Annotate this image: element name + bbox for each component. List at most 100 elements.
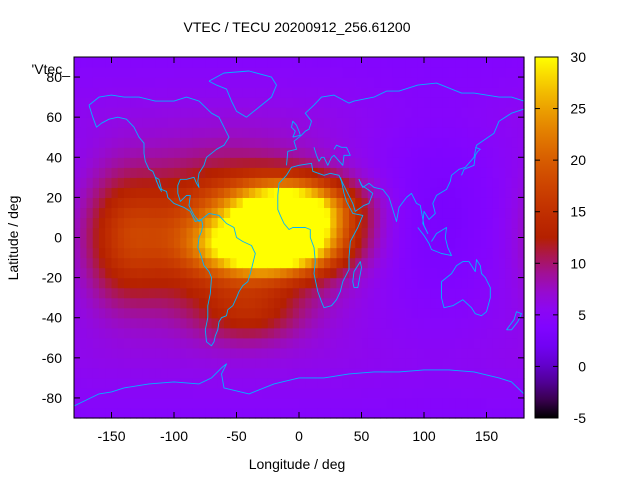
heatmap-cell (317, 367, 325, 379)
heatmap-cell (392, 167, 400, 178)
heatmap-cell (305, 77, 313, 88)
heatmap-cell (386, 97, 394, 108)
heatmap-cell (505, 387, 513, 399)
heatmap-cell (330, 157, 338, 168)
heatmap-cell (399, 77, 406, 88)
heatmap-cell (436, 307, 444, 319)
heatmap-cell (117, 127, 125, 138)
heatmap-cell (224, 107, 231, 118)
heatmap-cell (117, 77, 125, 88)
heatmap-cell (511, 227, 519, 239)
heatmap-cell (174, 117, 181, 128)
heatmap-cell (305, 357, 313, 369)
heatmap-cell (255, 237, 263, 249)
heatmap-cell (261, 107, 269, 118)
heatmap-cell (442, 107, 450, 118)
heatmap-cell (505, 307, 513, 319)
heatmap-cell (311, 107, 319, 118)
heatmap-cell (142, 187, 150, 198)
heatmap-cell (230, 287, 238, 299)
heatmap-cell (236, 97, 244, 108)
heatmap-cell (117, 347, 125, 359)
heatmap-cell (511, 67, 519, 78)
heatmap-cell (180, 307, 188, 319)
heatmap-cell (442, 367, 450, 379)
heatmap-cell (124, 217, 131, 229)
heatmap-cell (111, 97, 119, 108)
heatmap-cell (149, 317, 156, 329)
heatmap-cell (342, 297, 350, 309)
heatmap-cell (492, 287, 500, 299)
heatmap-cell (261, 337, 269, 349)
heatmap-cell (274, 407, 281, 419)
heatmap-cell (142, 387, 150, 399)
heatmap-cell (199, 127, 206, 138)
heatmap-cell (217, 257, 225, 269)
heatmap-cell (186, 267, 194, 279)
heatmap-cell (192, 207, 200, 219)
heatmap-cell (205, 127, 213, 138)
heatmap-cell (117, 207, 125, 219)
heatmap-cell (217, 87, 225, 98)
heatmap-cell (186, 77, 194, 88)
heatmap-cell (411, 207, 419, 219)
heatmap-cell (417, 137, 425, 148)
heatmap-cell (505, 57, 513, 68)
heatmap-cell (99, 87, 106, 98)
heatmap-cell (399, 377, 406, 389)
heatmap-cell (199, 137, 206, 148)
heatmap-cell (267, 407, 275, 419)
heatmap-cell (142, 227, 150, 239)
heatmap-cell (486, 177, 494, 188)
heatmap-cell (161, 217, 169, 229)
heatmap-cell (92, 397, 100, 409)
heatmap-cell (417, 397, 425, 409)
heatmap-cell (361, 337, 369, 349)
heatmap-cell (374, 127, 381, 138)
heatmap-cell (211, 217, 219, 229)
heatmap-cell (230, 407, 238, 419)
heatmap-cell (274, 347, 281, 359)
heatmap-cell (130, 177, 138, 188)
heatmap-cell (242, 57, 250, 68)
heatmap-cell (330, 77, 338, 88)
heatmap-cell (161, 87, 169, 98)
heatmap-cell (80, 97, 88, 108)
heatmap-cell (230, 317, 238, 329)
heatmap-cell (280, 337, 288, 349)
heatmap-cell (474, 87, 481, 98)
africa-coast (277, 162, 364, 309)
heatmap-cell (399, 207, 406, 219)
heatmap-cell (80, 287, 88, 299)
heatmap-cell (155, 337, 163, 349)
heatmap-cell (436, 337, 444, 349)
heatmap-cell (199, 87, 206, 98)
heatmap-cell (311, 77, 319, 88)
heatmap-cell (105, 217, 113, 229)
heatmap-cell (474, 67, 481, 78)
heatmap-cell (405, 227, 413, 239)
heatmap-cell (136, 287, 144, 299)
heatmap-cell (436, 217, 444, 229)
heatmap-cell (86, 247, 94, 259)
heatmap-cell (86, 157, 94, 168)
heatmap-cell (349, 137, 356, 148)
heatmap-cell (405, 57, 413, 68)
heatmap-cell (280, 57, 288, 68)
heatmap-cell (249, 217, 256, 229)
heatmap-cell (192, 307, 200, 319)
heatmap-cell (286, 377, 294, 389)
heatmap-cell (386, 337, 394, 349)
heatmap-cell (217, 317, 225, 329)
heatmap-cell (255, 287, 263, 299)
heatmap-cell (386, 87, 394, 98)
heatmap-cell (167, 407, 175, 419)
heatmap-cell (424, 317, 431, 329)
heatmap-cell (99, 237, 106, 249)
heatmap-cell (455, 207, 463, 219)
heatmap-cell (242, 87, 250, 98)
heatmap-cell (317, 397, 325, 409)
heatmap-cell (261, 247, 269, 259)
heatmap-cell (155, 347, 163, 359)
heatmap-cell (411, 367, 419, 379)
